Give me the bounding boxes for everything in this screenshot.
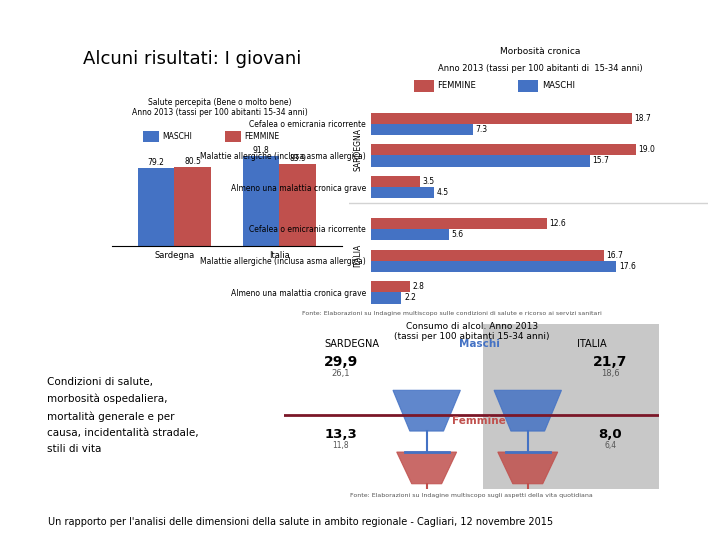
Text: ITALIA: ITALIA [354,244,363,267]
Text: 79.2: 79.2 [148,158,165,167]
Bar [483,324,659,489]
Bar [371,249,604,261]
Bar [371,218,546,229]
Bar [143,131,159,141]
Text: Femmine: Femmine [452,416,506,426]
Bar [279,164,316,246]
Text: Consumo di alcol. Anno 2013
(tassi per 100 abitanti 15-34 anni): Consumo di alcol. Anno 2013 (tassi per 1… [394,322,549,341]
Text: 6,4: 6,4 [604,441,616,450]
Text: 19.0: 19.0 [639,145,655,154]
Text: SARDEGNA: SARDEGNA [354,129,363,171]
Text: Un rapporto per l'analisi delle dimensioni della salute in ambito regionale - Ca: Un rapporto per l'analisi delle dimensio… [48,517,553,526]
Bar [138,168,174,246]
Bar [371,156,590,166]
Text: 2.8: 2.8 [413,282,425,292]
Polygon shape [397,452,456,484]
Bar [371,229,449,240]
Text: 17.6: 17.6 [619,262,636,271]
Bar [518,80,538,92]
Text: ITALIA: ITALIA [577,339,606,349]
Text: Fonte: Elaborazioni su Indagine multiscopo sugli aspetti della vita quotidiana: Fonte: Elaborazioni su Indagine multisco… [350,493,593,498]
Text: MASCHI: MASCHI [541,82,575,90]
Bar [414,80,433,92]
Text: 11,8: 11,8 [332,441,349,450]
Text: FEMMINE: FEMMINE [438,82,476,90]
Text: 5.6: 5.6 [451,230,464,239]
Text: 12.6: 12.6 [549,219,566,228]
Bar [225,131,241,141]
Bar [371,187,433,198]
Text: 18,6: 18,6 [600,369,619,378]
Text: 83.9: 83.9 [289,154,306,163]
Polygon shape [498,452,558,484]
Text: 80.5: 80.5 [184,157,201,166]
Text: SARDEGNA: SARDEGNA [324,339,379,349]
Bar [174,167,211,246]
Text: Salute percepita (Bene o molto bene)
Anno 2013 (tassi per 100 abitanti 15-34 ann: Salute percepita (Bene o molto bene) Ann… [132,98,307,117]
Bar [371,124,472,135]
Text: Anno 2013 (tassi per 100 abitanti di  15-34 anni): Anno 2013 (tassi per 100 abitanti di 15-… [438,64,642,73]
Text: 4.5: 4.5 [436,188,449,197]
Text: Morbosità cronica: Morbosità cronica [500,46,580,56]
Text: Condizioni di salute,
morbosità ospedaliera,
mortalità generale e per
causa, inc: Condizioni di salute, morbosità ospedali… [47,377,199,454]
Text: MASCHI: MASCHI [162,132,192,141]
Bar [371,281,410,293]
Text: Maschi: Maschi [459,339,500,349]
Text: 26,1: 26,1 [331,369,350,378]
Text: 18.7: 18.7 [634,113,651,123]
Text: Alcuni risultati: I giovani: Alcuni risultati: I giovani [83,50,301,68]
Text: 16.7: 16.7 [606,251,624,260]
Polygon shape [494,390,562,431]
Text: 29,9: 29,9 [323,355,358,369]
Text: 2.2: 2.2 [405,293,416,302]
Bar [371,112,631,124]
Text: 21,7: 21,7 [593,355,627,369]
Text: 3.5: 3.5 [423,177,435,186]
Bar [243,156,279,246]
Text: 15.7: 15.7 [593,157,609,165]
Bar [371,261,616,272]
Text: 91.8: 91.8 [253,146,269,155]
Bar [371,293,402,303]
Bar [371,144,636,156]
Text: Fonte: Elaborazioni su Indagine multiscopo sulle condizioni di salute e ricorso : Fonte: Elaborazioni su Indagine multisco… [302,310,602,316]
Text: 13,3: 13,3 [324,428,357,441]
Text: 7.3: 7.3 [475,125,487,134]
Text: FEMMINE: FEMMINE [244,132,279,141]
Text: 8,0: 8,0 [598,428,622,441]
Polygon shape [393,390,460,431]
Bar [371,176,420,187]
